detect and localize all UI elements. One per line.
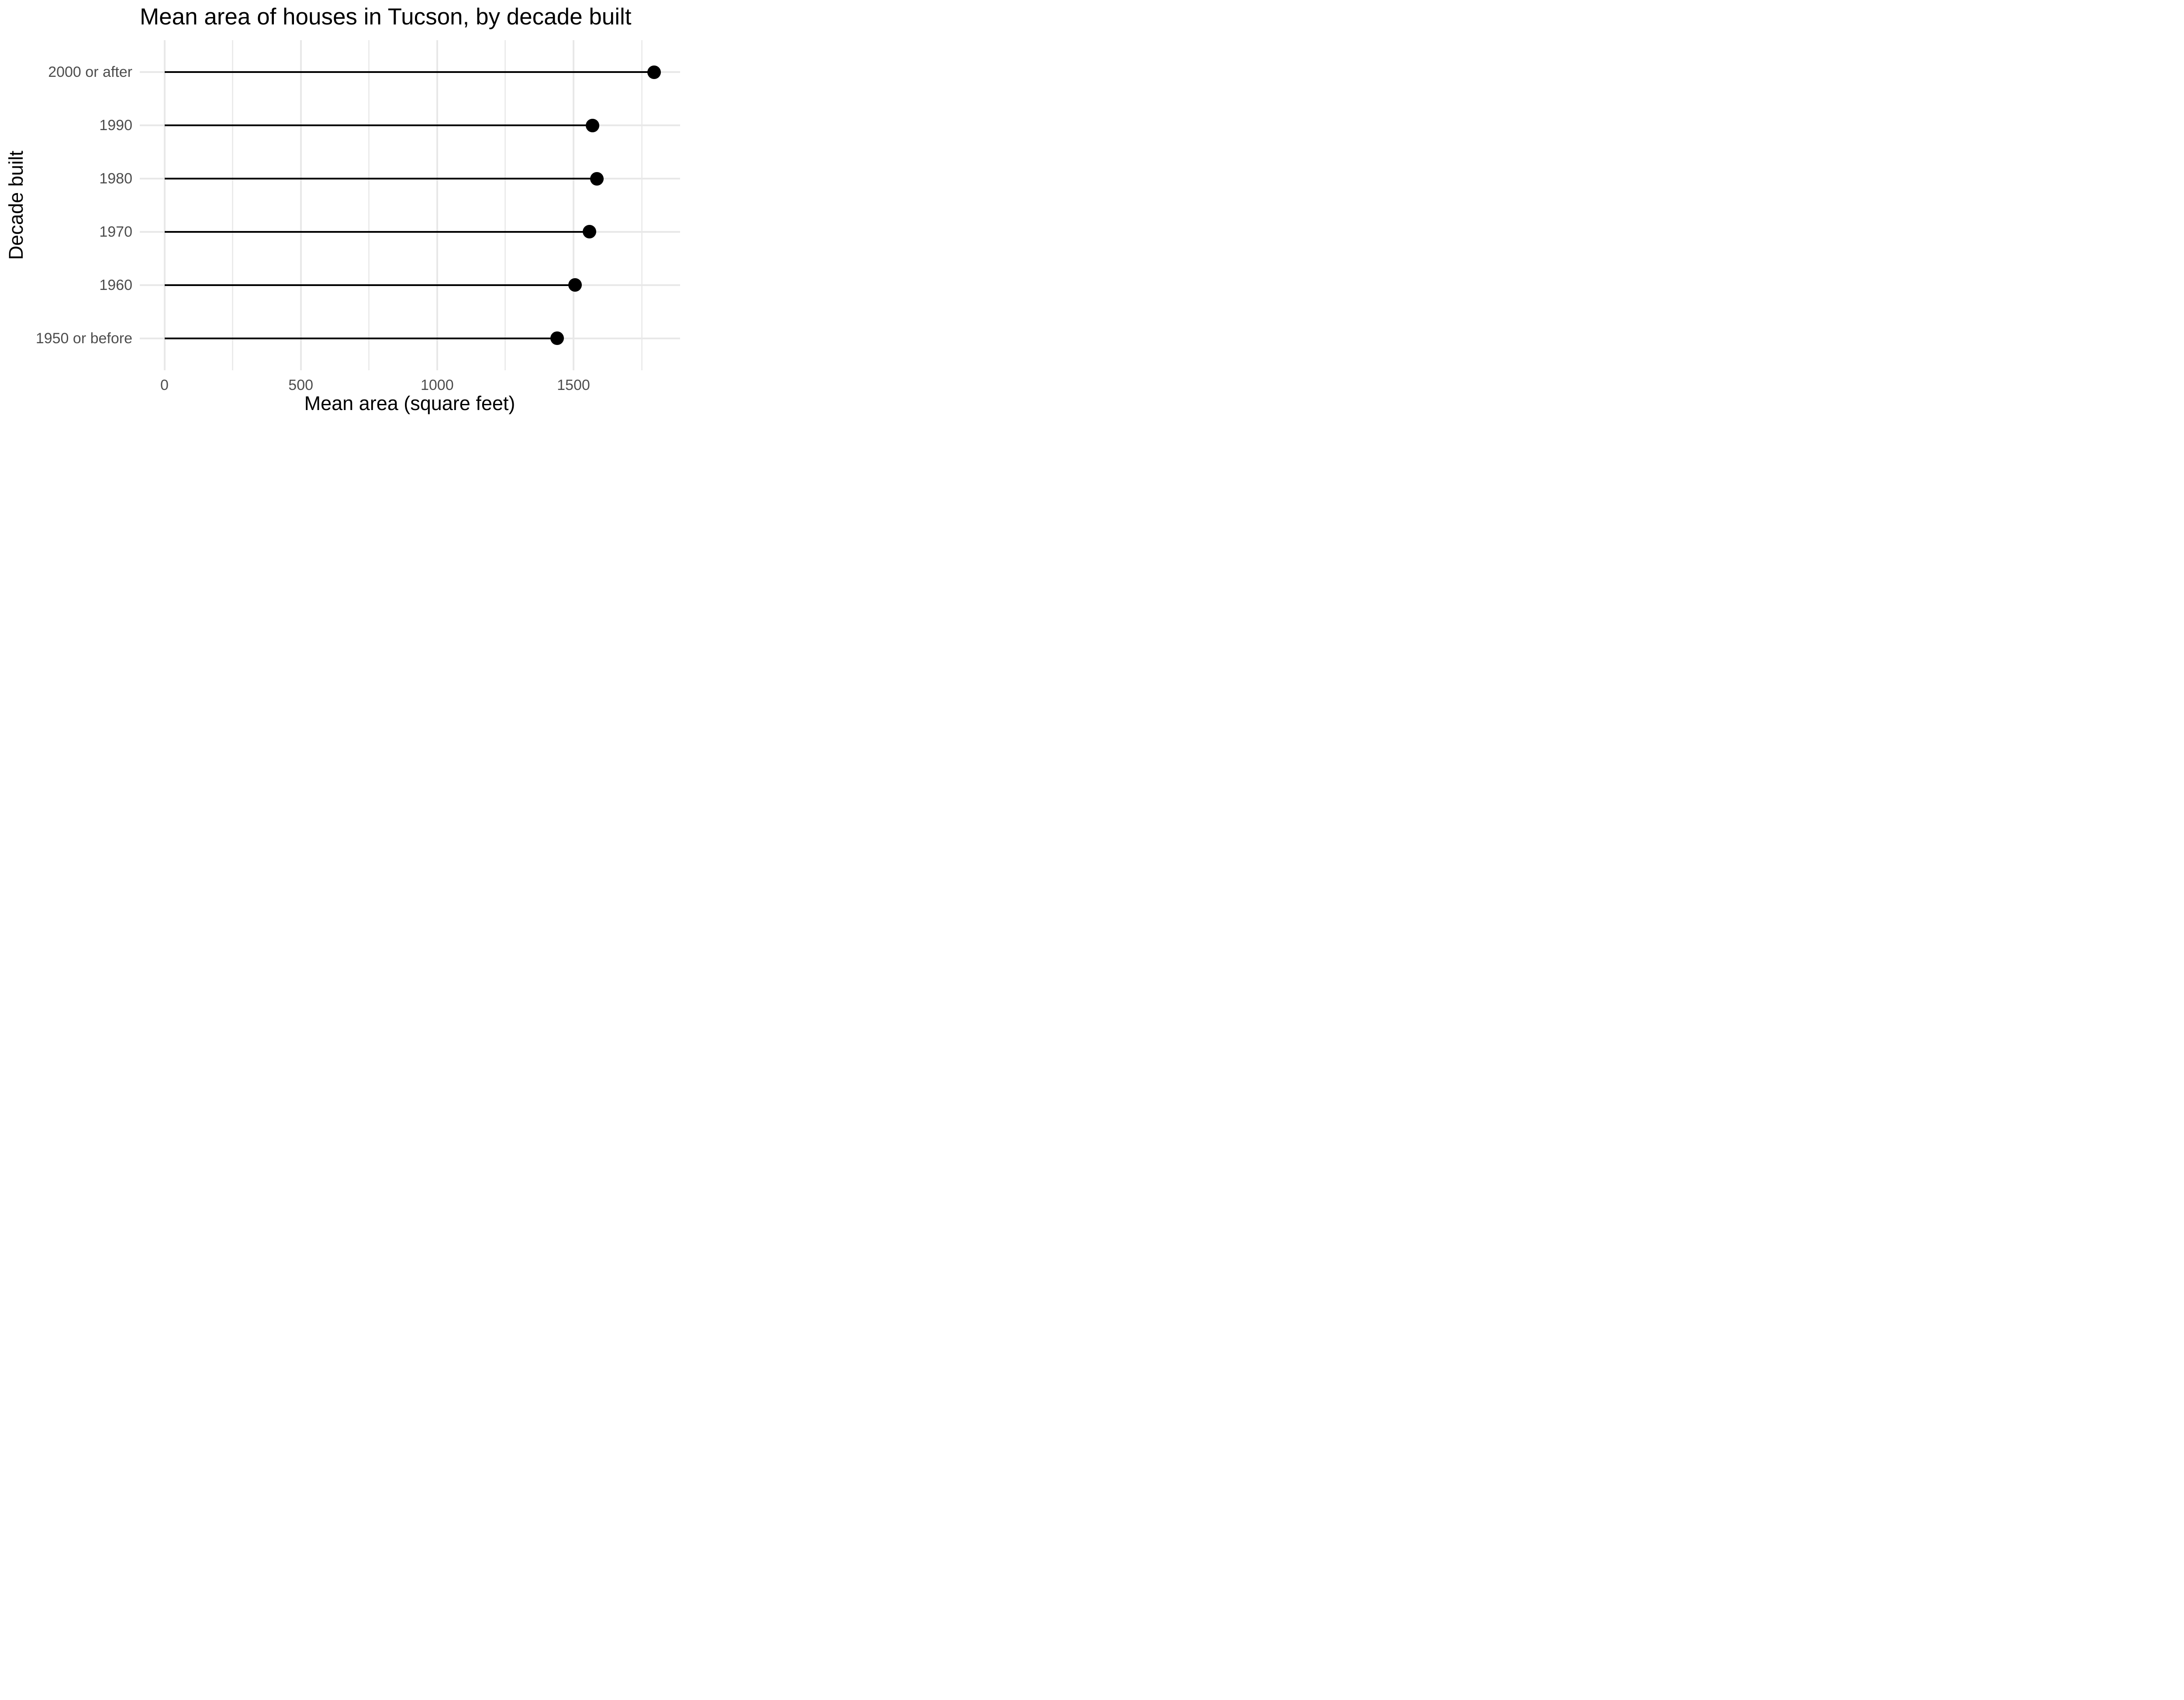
gridline-major-x-1000 [436, 40, 438, 370]
y-tick-label-1990: 1990 [99, 117, 132, 134]
data-point-1960 [568, 278, 582, 292]
plot-panel [140, 40, 680, 370]
data-point-1970 [582, 225, 596, 239]
x-tick-label-1000: 1000 [420, 377, 454, 393]
y-tick-label-1970: 1970 [99, 223, 132, 240]
lollipop-stem-1960 [164, 284, 575, 286]
y-tick-label-1950-or-before: 1950 or before [35, 330, 132, 347]
y-tick-label-2000-or-after: 2000 or after [48, 64, 132, 81]
lollipop-stem-1980 [164, 178, 597, 180]
lollipop-stem-2000-or-after [164, 71, 654, 73]
gridline-major-x-500 [300, 40, 302, 370]
gridline-major-x-0 [163, 40, 166, 370]
data-point-1950-or-before [550, 331, 564, 345]
x-axis-title: Mean area (square feet) [304, 392, 515, 414]
gridline-major-x-1500 [572, 40, 574, 370]
chart-figure: Mean area of houses in Tucson, by decade… [0, 0, 688, 425]
gridline-minor-x-250 [232, 40, 234, 370]
gridline-minor-x-1250 [505, 40, 506, 370]
chart-title: Mean area of houses in Tucson, by decade… [140, 4, 632, 30]
lollipop-stem-1950-or-before [164, 337, 557, 339]
data-point-2000-or-after [647, 65, 661, 79]
lollipop-stem-1990 [164, 124, 593, 127]
y-tick-label-1980: 1980 [99, 170, 132, 187]
data-point-1990 [586, 118, 600, 132]
gridline-minor-x-750 [368, 40, 370, 370]
x-tick-label-0: 0 [160, 377, 169, 393]
lollipop-stem-1970 [164, 231, 590, 233]
gridline-minor-x-1750 [641, 40, 643, 370]
y-axis-title: Decade built [5, 150, 27, 260]
y-tick-label-1960: 1960 [99, 276, 132, 293]
x-tick-label-500: 500 [288, 377, 314, 393]
x-tick-label-1500: 1500 [557, 377, 590, 393]
data-point-1980 [590, 172, 604, 186]
